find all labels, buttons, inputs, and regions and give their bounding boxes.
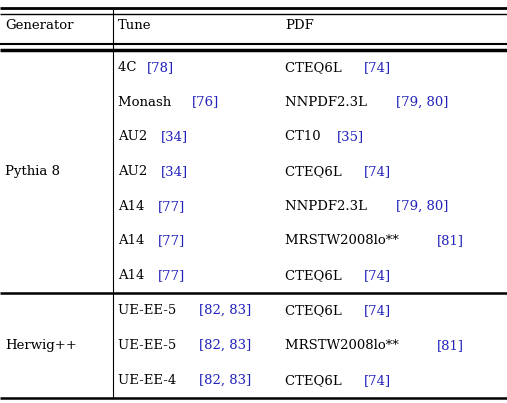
Text: 4C: 4C (118, 61, 141, 74)
Text: A14: A14 (118, 200, 149, 213)
Text: [82, 83]: [82, 83] (199, 304, 251, 317)
Text: [79, 80]: [79, 80] (396, 200, 449, 213)
Text: [74]: [74] (364, 269, 391, 282)
Text: [82, 83]: [82, 83] (199, 339, 251, 352)
Text: UE-EE-4: UE-EE-4 (118, 374, 180, 387)
Text: [78]: [78] (148, 61, 174, 74)
Text: [81]: [81] (437, 339, 464, 352)
Text: [77]: [77] (158, 200, 185, 213)
Text: UE-EE-5: UE-EE-5 (118, 304, 180, 317)
Text: [77]: [77] (158, 269, 185, 282)
Text: Pythia 8: Pythia 8 (5, 165, 60, 178)
Text: UE-EE-5: UE-EE-5 (118, 339, 180, 352)
Text: CT10: CT10 (285, 130, 325, 143)
Text: MRSTW2008lo**: MRSTW2008lo** (285, 339, 403, 352)
Text: AU2: AU2 (118, 165, 152, 178)
Text: [76]: [76] (192, 96, 220, 108)
Text: A14: A14 (118, 269, 149, 282)
Text: Tune: Tune (118, 19, 152, 32)
Text: CTEQ6L: CTEQ6L (285, 374, 346, 387)
Text: [74]: [74] (364, 304, 391, 317)
Text: Monash: Monash (118, 96, 175, 108)
Text: CTEQ6L: CTEQ6L (285, 61, 346, 74)
Text: CTEQ6L: CTEQ6L (285, 269, 346, 282)
Text: MRSTW2008lo**: MRSTW2008lo** (285, 235, 403, 247)
Text: CTEQ6L: CTEQ6L (285, 304, 346, 317)
Text: [74]: [74] (364, 165, 391, 178)
Text: [79, 80]: [79, 80] (396, 96, 449, 108)
Text: [74]: [74] (364, 374, 391, 387)
Text: AU2: AU2 (118, 130, 152, 143)
Text: [35]: [35] (337, 130, 364, 143)
Text: Herwig++: Herwig++ (5, 339, 77, 352)
Text: CTEQ6L: CTEQ6L (285, 165, 346, 178)
Text: [82, 83]: [82, 83] (199, 374, 251, 387)
Text: PDF: PDF (285, 19, 314, 32)
Text: A14: A14 (118, 235, 149, 247)
Text: Generator: Generator (5, 19, 74, 32)
Text: [34]: [34] (161, 130, 189, 143)
Text: [34]: [34] (161, 165, 189, 178)
Text: NNPDF2.3L: NNPDF2.3L (285, 96, 371, 108)
Text: NNPDF2.3L: NNPDF2.3L (285, 200, 371, 213)
Text: [77]: [77] (158, 235, 185, 247)
Text: [74]: [74] (364, 61, 391, 74)
Text: [81]: [81] (437, 235, 464, 247)
